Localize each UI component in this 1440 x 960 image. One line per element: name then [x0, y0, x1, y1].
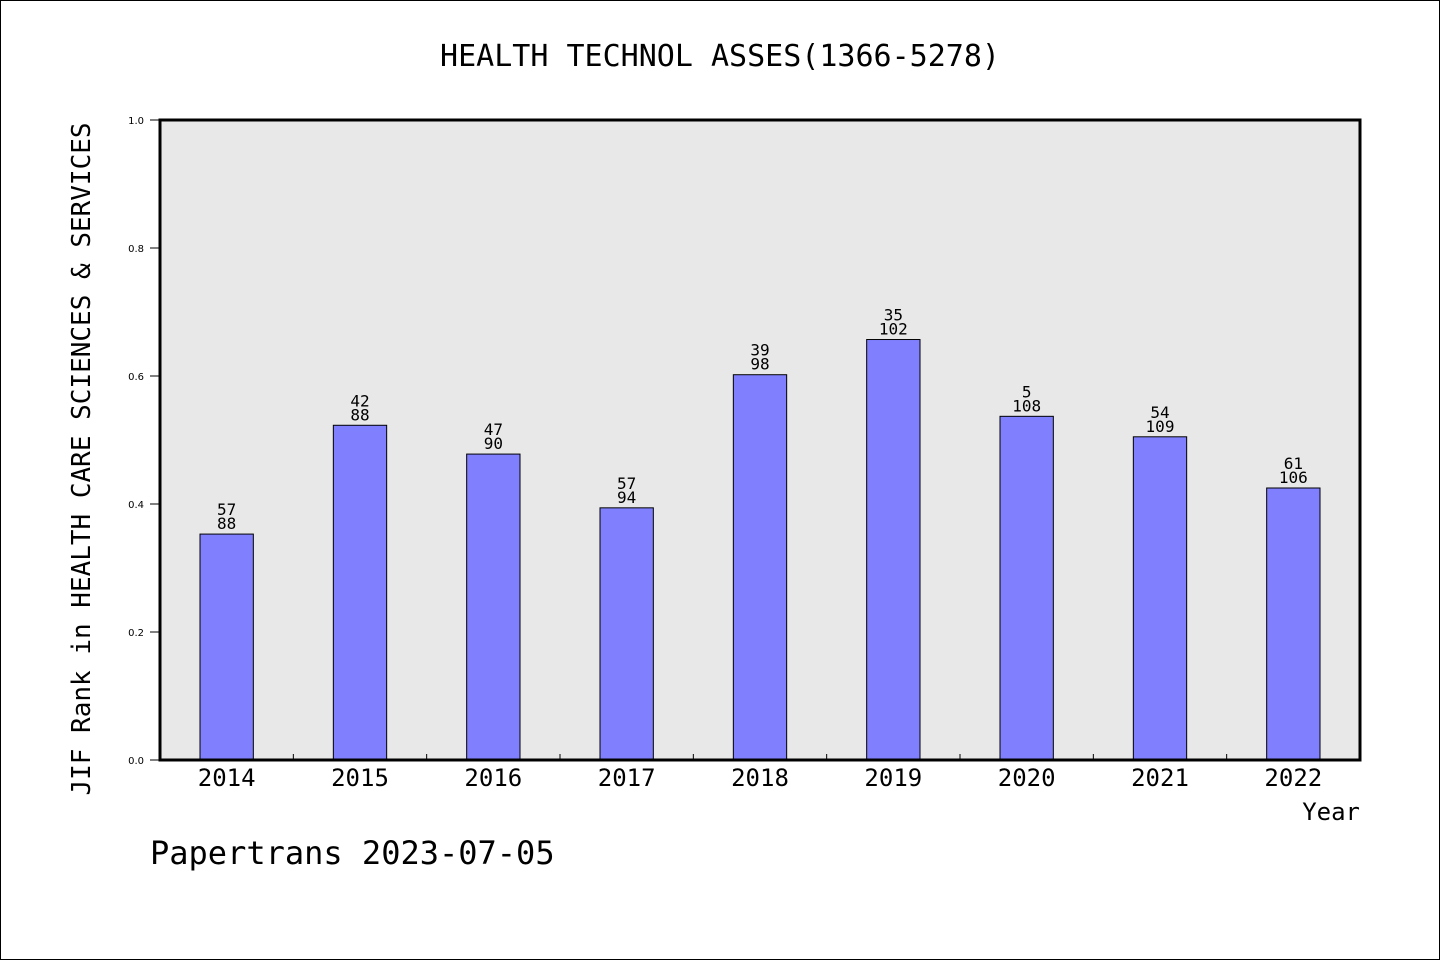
data-label-total-2015: 88 [350, 405, 369, 424]
footer-credit: Papertrans 2023-07-05 [150, 834, 555, 872]
bar-2018 [732, 374, 788, 761]
plot-border [158, 118, 1362, 762]
y-tick-label: 0.6 [128, 372, 144, 383]
x-tick-label-2021: 2021 [1131, 764, 1189, 792]
y-axis-label: JIF Rank in HEALTH CARE SCIENCES & SERVI… [67, 122, 97, 795]
x-tick-label-2017: 2017 [598, 764, 656, 792]
data-label-rank-2019: 35 [884, 306, 903, 325]
data-label-total-2022: 106 [1279, 468, 1308, 487]
bar-2014 [199, 533, 254, 761]
y-tick-label: 0.4 [128, 500, 144, 511]
y-tick-label: 0.2 [128, 628, 144, 639]
bar-2015 [332, 424, 388, 761]
data-label-rank-2015: 42 [350, 391, 369, 410]
x-axis-label: Year [1302, 798, 1360, 826]
x-tick-label-2018: 2018 [731, 764, 789, 792]
x-tick-label-2019: 2019 [864, 764, 922, 792]
bar-2019 [866, 339, 921, 761]
y-tick-label: 1.0 [128, 116, 144, 127]
bar-2022 [1266, 487, 1321, 761]
x-tick-label-2016: 2016 [464, 764, 522, 792]
data-label-total-2020: 108 [1012, 396, 1041, 415]
data-label-rank-2020: 5 [1022, 382, 1032, 401]
data-label-total-2019: 102 [879, 320, 908, 339]
bar-2021 [1132, 436, 1188, 761]
x-tick-label-2022: 2022 [1264, 764, 1322, 792]
x-tick-label-2020: 2020 [998, 764, 1056, 792]
data-label-total-2016: 90 [484, 434, 503, 453]
chart-title: HEALTH TECHNOL ASSES(1366-5278) [440, 39, 1000, 74]
data-label-total-2021: 109 [1146, 417, 1175, 436]
y-tick-label: 0.0 [128, 756, 144, 767]
data-label-rank-2018: 39 [750, 341, 769, 360]
data-label-rank-2014: 57 [217, 500, 236, 519]
x-tick-label-2015: 2015 [331, 764, 389, 792]
data-label-total-2018: 98 [750, 355, 769, 374]
x-tick-label-2014: 2014 [198, 764, 256, 792]
data-label-rank-2016: 47 [484, 420, 503, 439]
data-label-rank-2022: 61 [1284, 454, 1303, 473]
x-axis: 2014 2015 2016 2017 2018 2019 2020 2021 2022 [198, 754, 1322, 792]
bar-2017 [599, 507, 654, 761]
data-label-rank-2017: 57 [617, 474, 636, 493]
data-label-rank-2021: 54 [1150, 403, 1169, 422]
bar-2020 [999, 415, 1054, 761]
y-tick-label: 0.8 [128, 244, 144, 255]
bar-2016 [466, 453, 521, 761]
data-label-total-2017: 94 [617, 488, 636, 507]
y-axis: 0.0 0.2 0.4 0.6 0.8 1.0 [128, 116, 160, 767]
data-label-total-2014: 88 [217, 514, 236, 533]
